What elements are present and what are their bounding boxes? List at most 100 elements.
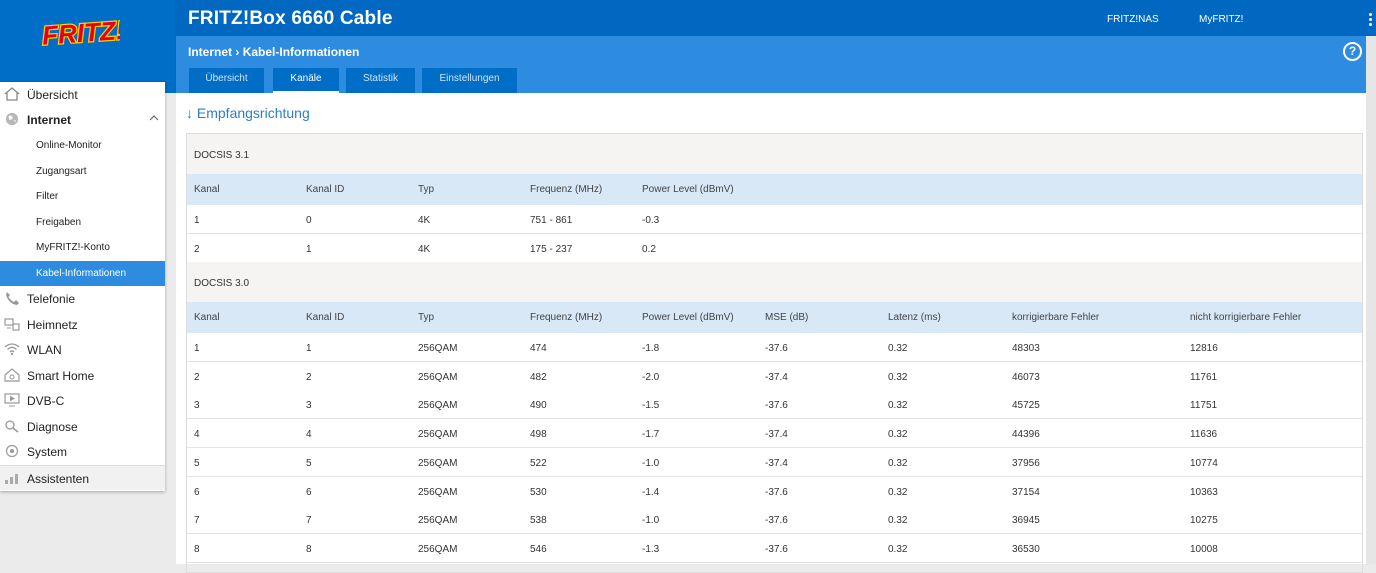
docsis31-title: DOCSIS 3.1 (187, 134, 1362, 174)
table-cell: 0.32 (888, 343, 908, 354)
logo-area: FRITZ! (0, 0, 175, 93)
sidebar-item-dvb-c[interactable]: DVB-C (0, 388, 165, 413)
sidebar-item-online-monitor[interactable]: Online-Monitor (36, 140, 102, 151)
table-row: 5 5 256QAM 522 -1.0 -37.4 0.32 37956 10774 (187, 447, 1362, 477)
table-cell: 522 (530, 457, 547, 469)
page-title: FRITZ!Box 6660 Cable (188, 8, 393, 29)
table-cell: -2.0 (642, 371, 660, 383)
docsis31-table-header: Kanal Kanal ID Typ Frequenz (MHz) Power … (187, 174, 1362, 205)
table-cell: 0.2 (642, 244, 656, 255)
table-cell: 482 (530, 371, 547, 383)
table-cell: 37956 (1012, 457, 1040, 469)
table-cell: 10275 (1190, 515, 1218, 527)
table-cell: -1.5 (642, 400, 660, 412)
sidebar-item-system[interactable]: System (0, 439, 165, 464)
column-header: Power Level (dBmV) (642, 184, 734, 195)
sidebar-item-myfritz-konto[interactable]: MyFRITZ!-Konto (36, 242, 110, 253)
sidebar-item-internet[interactable]: Internet (0, 107, 165, 132)
section-heading[interactable]: ↓ Empfangsrichtung (186, 105, 310, 121)
more-menu-icon[interactable] (1369, 13, 1373, 28)
tab-statistik[interactable]: Statistik (346, 68, 415, 93)
table-row: 6 6 256QAM 530 -1.4 -37.6 0.32 37154 10363 (187, 476, 1362, 506)
table-cell: 0 (306, 215, 312, 226)
sidebar-item-filter[interactable]: Filter (36, 191, 59, 202)
column-header: Kanal (194, 312, 220, 323)
home-icon (4, 87, 20, 101)
table-cell: -0.3 (642, 215, 660, 226)
column-header: Kanal ID (306, 184, 345, 195)
table-cell: 10774 (1190, 457, 1218, 469)
tab-kanaele[interactable]: Kanäle (273, 68, 339, 93)
sidebar: Übersicht Internet Online-Monitor Zugang… (0, 82, 165, 491)
table-cell: 10008 (1190, 543, 1218, 555)
diagnose-icon (5, 420, 19, 433)
help-icon[interactable]: ? (1343, 42, 1362, 61)
sidebar-item-assistenten[interactable]: Assistenten (0, 465, 165, 490)
table-row: 8 8 256QAM 546 -1.3 -37.6 0.32 36530 10008 (187, 533, 1362, 563)
sidebar-item-zugangsart[interactable]: Zugangsart (36, 166, 87, 177)
sidebar-item-diagnose[interactable]: Diagnose (0, 414, 165, 439)
table-cell: 256QAM (418, 486, 458, 498)
chevron-up-icon[interactable] (149, 114, 159, 122)
arrow-down-icon: ↓ (186, 105, 193, 121)
table-cell: 11761 (1190, 371, 1218, 383)
table-cell: 45725 (1012, 400, 1040, 412)
table-cell: 0.32 (888, 400, 908, 412)
table-cell: 6 (194, 486, 200, 498)
table-cell: 175 - 237 (530, 244, 573, 255)
breadcrumb-bar: Internet › Kabel-Informationen ? Übersic… (176, 36, 1366, 93)
column-header: Typ (418, 312, 435, 323)
breadcrumb-current: Kabel-Informationen (242, 45, 360, 59)
table-cell: 751 - 861 (530, 215, 573, 226)
tab-uebersicht[interactable]: Übersicht (189, 68, 264, 93)
scrollbar-track-top (1366, 36, 1376, 93)
table-cell: 490 (530, 400, 547, 412)
table-row: 1 1 256QAM 474 -1.8 -37.6 0.32 48303 12816 (187, 333, 1362, 362)
sidebar-item-wlan[interactable]: WLAN (0, 337, 165, 362)
table-row: 3 3 256QAM 490 -1.5 -37.6 0.32 45725 11751 (187, 390, 1362, 420)
sidebar-item-freigaben[interactable]: Freigaben (36, 217, 82, 228)
table-cell: 256QAM (418, 400, 458, 412)
table-cell: 5 (306, 457, 312, 469)
table-cell: 48303 (1012, 343, 1040, 354)
table-cell: 11636 (1190, 429, 1218, 441)
table-cell: 5 (194, 457, 200, 469)
table-row: 7 7 256QAM 538 -1.0 -37.6 0.32 36945 10275 (187, 505, 1362, 535)
sidebar-item-kabel-informationen[interactable]: Kabel-Informationen (0, 261, 165, 286)
docsis30-title: DOCSIS 3.0 (187, 262, 1362, 302)
fritz-logo[interactable]: FRITZ! (40, 12, 120, 52)
column-header: MSE (dB) (765, 312, 809, 323)
column-header: korrigierbare Fehler (1012, 312, 1100, 323)
column-header: Kanal (194, 184, 220, 195)
table-row: 2 2 256QAM 482 -2.0 -37.4 0.32 46073 11761 (187, 361, 1362, 391)
table-cell: 256QAM (418, 343, 458, 354)
table-cell: 36530 (1012, 543, 1040, 555)
tab-einstellungen[interactable]: Einstellungen (422, 68, 517, 93)
section-title: Empfangsrichtung (196, 105, 310, 121)
phone-icon (6, 292, 19, 305)
table-cell: 8 (306, 543, 312, 555)
table-cell: 0.32 (888, 371, 908, 383)
wifi-icon (4, 343, 20, 356)
table-cell: 538 (530, 515, 547, 527)
sidebar-item-smart-home[interactable]: Smart Home (0, 363, 165, 388)
table-cell: 2 (194, 371, 200, 383)
table-cell: -1.4 (642, 486, 660, 498)
table-row: 1 0 4K 751 - 861 -0.3 (187, 205, 1362, 234)
table-cell: 4K (418, 244, 431, 255)
table-cell: 256QAM (418, 429, 458, 441)
table-cell: -1.7 (642, 429, 660, 441)
table-cell: -37.4 (765, 457, 788, 469)
sidebar-item-telefonie[interactable]: Telefonie (0, 286, 165, 311)
table-cell: 4 (306, 429, 312, 441)
scrollbar-track[interactable] (1366, 93, 1376, 564)
table-cell: -37.4 (765, 429, 788, 441)
breadcrumb-internet[interactable]: Internet (188, 45, 233, 59)
myfritz-link[interactable]: MyFRITZ! (1199, 14, 1244, 25)
fritz-nas-link[interactable]: FRITZ!NAS (1107, 14, 1159, 25)
table-cell: 1 (194, 343, 200, 354)
breadcrumb: Internet › Kabel-Informationen (188, 45, 359, 59)
sidebar-item-heimnetz[interactable]: Heimnetz (0, 312, 165, 337)
sidebar-item-uebersicht[interactable]: Übersicht (0, 82, 165, 107)
table-cell: 44396 (1012, 429, 1040, 441)
